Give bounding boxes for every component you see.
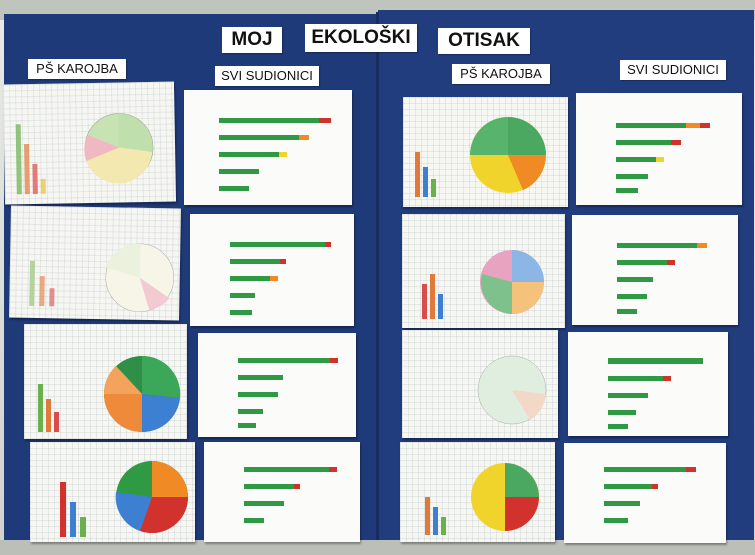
label-right-all: SVI SUDIONICI bbox=[620, 60, 726, 80]
title-word-otisak: OTISAK bbox=[438, 28, 530, 54]
printed-bar-chart bbox=[244, 467, 337, 523]
printed-bar-chart bbox=[230, 242, 331, 315]
title-word-ekoloski: EKOLOŠKI bbox=[305, 24, 417, 52]
label-left-all: SVI SUDIONICI bbox=[215, 66, 319, 86]
printed-bar-chart bbox=[604, 467, 696, 523]
title-word-moj: MOJ bbox=[222, 27, 282, 53]
drawn-chart bbox=[422, 250, 544, 319]
drawn-chart bbox=[15, 113, 154, 195]
printed-chart-sheet bbox=[568, 332, 728, 436]
printed-chart-sheet bbox=[204, 442, 360, 542]
printed-bar-chart bbox=[608, 358, 703, 429]
board-seam bbox=[376, 12, 379, 552]
drawn-chart bbox=[415, 117, 547, 197]
drawn-chart-sheet bbox=[403, 97, 568, 207]
printed-chart-sheet bbox=[576, 93, 742, 205]
drawn-chart bbox=[477, 355, 547, 425]
printed-chart-sheet bbox=[198, 333, 356, 437]
drawn-chart-sheet bbox=[24, 324, 187, 439]
printed-chart-sheet bbox=[572, 215, 738, 325]
label-left-school: PŠ KAROJBA bbox=[28, 59, 126, 79]
printed-bar-chart bbox=[219, 118, 331, 191]
drawn-chart bbox=[425, 463, 539, 535]
printed-bar-chart bbox=[238, 358, 338, 428]
label-right-school: PŠ KAROJBA bbox=[452, 64, 550, 84]
printed-bar-chart bbox=[617, 243, 707, 314]
printed-chart-sheet bbox=[184, 90, 352, 205]
drawn-chart-sheet bbox=[9, 205, 181, 321]
drawn-chart-sheet bbox=[30, 442, 195, 542]
drawn-chart-sheet bbox=[402, 330, 558, 438]
printed-chart-sheet bbox=[564, 443, 726, 543]
printed-bar-chart bbox=[616, 123, 710, 193]
floor bbox=[0, 540, 755, 555]
drawn-chart-sheet bbox=[402, 214, 565, 328]
drawn-chart-sheet bbox=[400, 442, 555, 542]
drawn-chart bbox=[38, 355, 181, 433]
drawn-chart bbox=[60, 461, 189, 537]
drawn-chart bbox=[29, 243, 174, 313]
printed-chart-sheet bbox=[190, 214, 354, 326]
drawn-chart-sheet bbox=[2, 81, 177, 205]
